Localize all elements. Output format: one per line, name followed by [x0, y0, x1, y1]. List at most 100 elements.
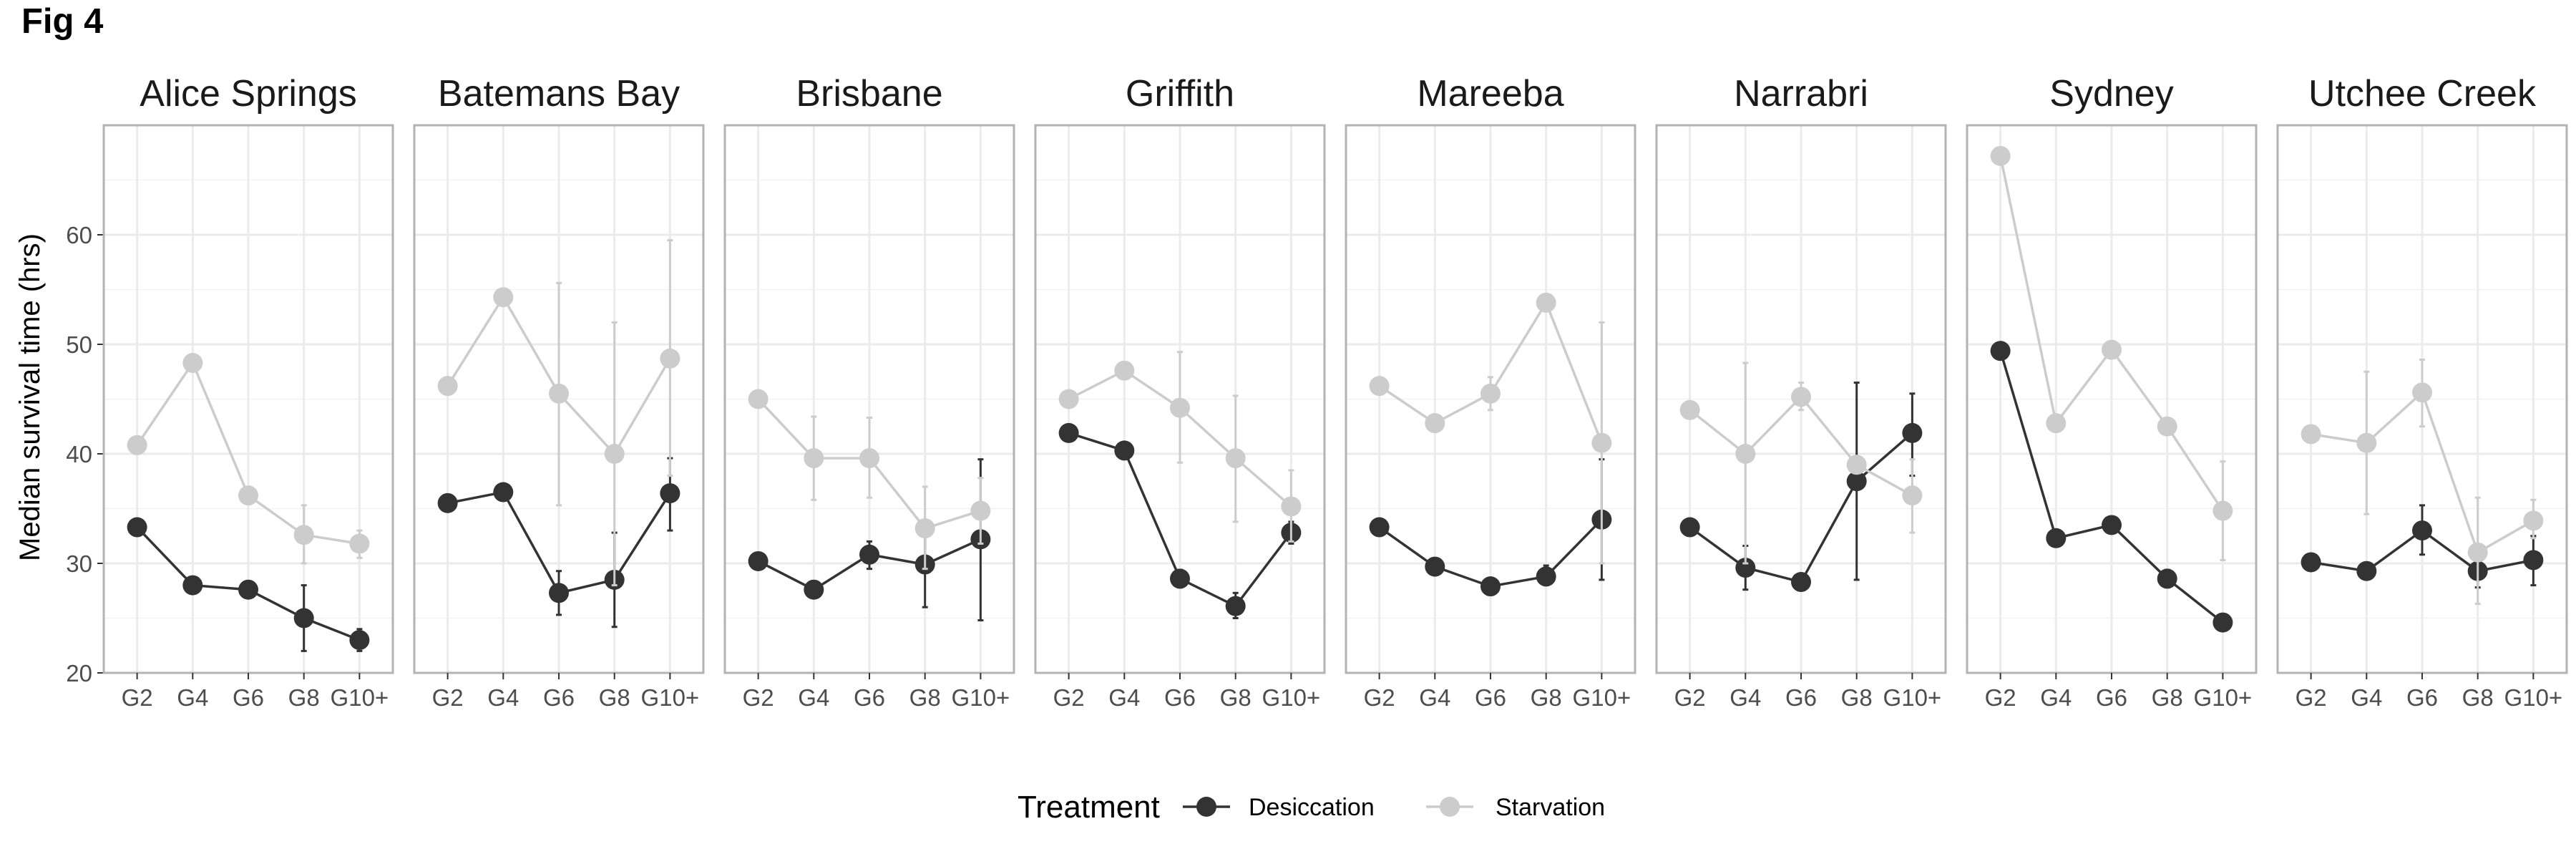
data-point [349, 533, 370, 554]
y-tick-label: 20 [66, 660, 92, 686]
x-tick-label: G8 [2462, 684, 2494, 711]
data-point [660, 483, 680, 504]
x-tick-label: G2 [432, 684, 464, 711]
x-tick-label: G10+ [331, 684, 389, 711]
data-point [2046, 528, 2067, 548]
data-point [2523, 550, 2544, 571]
y-tick-label: 30 [66, 550, 92, 577]
data-point [1990, 145, 2011, 166]
x-tick-label: G6 [233, 684, 264, 711]
data-point [1425, 413, 1445, 434]
x-tick-label: G6 [2096, 684, 2127, 711]
data-point [1735, 558, 1756, 578]
x-tick-label: G4 [2351, 684, 2382, 711]
data-point [2412, 382, 2432, 403]
data-point [1225, 448, 1246, 469]
data-point [970, 500, 991, 521]
x-tick-label: G4 [1729, 684, 1761, 711]
panel-title: Narrabri [1734, 73, 1868, 115]
data-point [2356, 560, 2377, 581]
x-tick-label: G8 [288, 684, 320, 711]
x-tick-label: G4 [177, 684, 208, 711]
x-tick-label: G6 [1475, 684, 1506, 711]
series-starvation [1990, 145, 2233, 561]
legend: Treatment Desiccation Starvation [1018, 790, 1605, 825]
x-tick-label: G8 [2152, 684, 2183, 711]
x-tick-label: G6 [2406, 684, 2438, 711]
legend-key-point [1196, 797, 1216, 817]
data-point [1536, 566, 1556, 587]
data-point [1679, 517, 1700, 538]
data-point [127, 517, 147, 538]
panel-title: Griffith [1126, 73, 1234, 115]
x-tick-label: G6 [543, 684, 575, 711]
x-tick-label: G6 [854, 684, 885, 711]
data-point [1170, 397, 1190, 418]
data-point [604, 444, 625, 464]
data-point [2356, 432, 2377, 453]
data-point [1990, 341, 2011, 361]
data-point [1058, 422, 1079, 443]
legend-key-point [1440, 797, 1460, 817]
data-point [1536, 292, 1556, 313]
x-tick-label: G2 [1674, 684, 1706, 711]
x-tick-label: G10+ [1883, 684, 1942, 711]
x-tick-label: G10+ [1262, 684, 1321, 711]
data-point [2046, 413, 2067, 434]
data-point [549, 583, 569, 603]
series-starvation [437, 239, 680, 587]
data-point [2102, 515, 2122, 535]
x-tick-label: G10+ [1573, 684, 1631, 711]
data-point [1114, 360, 1135, 381]
series-starvation [127, 353, 370, 565]
x-tick-label: G10+ [2194, 684, 2253, 711]
series-starvation [748, 389, 991, 571]
x-tick-label: G10+ [641, 684, 700, 711]
data-point [238, 579, 258, 600]
data-point [804, 579, 824, 600]
data-point [493, 482, 514, 503]
facet-panel: Sydney G2 G4 G6 G8 G10+ [1966, 73, 2258, 711]
data-point [660, 348, 680, 369]
x-tick-label: G2 [1364, 684, 1395, 711]
x-tick-label: G4 [798, 684, 829, 711]
data-point [1902, 422, 1923, 443]
data-point [804, 448, 824, 469]
data-point [437, 492, 458, 513]
panel-title: Brisbane [796, 73, 942, 115]
x-tick-label: G8 [909, 684, 941, 711]
legend-entry-label: Desiccation [1249, 794, 1375, 821]
data-point [914, 518, 935, 539]
series-desiccation [1990, 341, 2233, 633]
data-point [1281, 496, 1302, 517]
panel-title: Mareeba [1417, 73, 1563, 115]
x-tick-label: G2 [1985, 684, 2016, 711]
data-point [1369, 376, 1390, 397]
data-point [182, 353, 203, 374]
facet-panel: Griffith G2 G4 G6 G8 G10+ [1034, 73, 1326, 711]
series-starvation [1058, 351, 1302, 543]
facet-panel: Narrabri G2 G4 G6 G8 G10+ [1655, 73, 1947, 711]
series-starvation [1369, 292, 1612, 565]
legend-title: Treatment [1018, 790, 1160, 825]
data-point [293, 608, 314, 629]
data-point [2102, 339, 2122, 360]
panel-title: Utchee Creek [2308, 73, 2537, 115]
series-starvation [2301, 358, 2544, 606]
x-tick-label: G6 [1785, 684, 1817, 711]
data-point [1679, 399, 1700, 420]
x-tick-label: G4 [1108, 684, 1140, 711]
panel-title: Alice Springs [140, 73, 356, 115]
data-point [2301, 552, 2321, 573]
data-point [1902, 485, 1923, 506]
facet-panel: Mareeba G2 G4 G6 G8 G10+ [1345, 73, 1636, 711]
data-point [2467, 542, 2488, 563]
data-point [2212, 612, 2233, 633]
data-point [2523, 510, 2544, 531]
series-starvation [1679, 361, 1923, 565]
series-desiccation [127, 517, 370, 652]
data-point [2157, 416, 2177, 437]
data-point [1791, 572, 1811, 593]
data-point [859, 448, 879, 469]
data-point [127, 435, 147, 455]
